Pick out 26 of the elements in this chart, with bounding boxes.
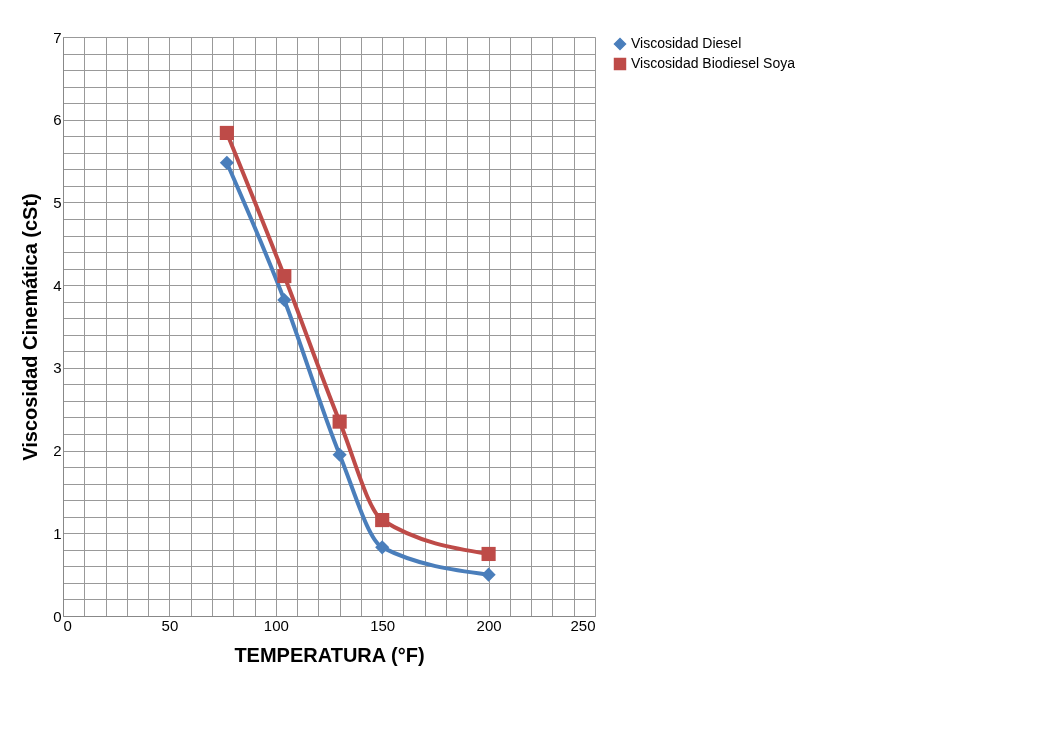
x-tick-label: 150 [370, 616, 396, 634]
y-tick-label: 1 [53, 524, 62, 542]
y-tick-label: 4 [53, 276, 62, 294]
y-tick-label: 6 [53, 111, 62, 129]
x-tick-label: 250 [570, 616, 596, 634]
legend-label: Viscosidad Diesel [631, 35, 742, 51]
point [332, 414, 347, 429]
y-tick-label: 3 [53, 359, 62, 377]
y-axis-title: Viscosidad Cinemática (cSt) [19, 193, 42, 461]
point [277, 292, 292, 308]
x-tick-label: 200 [476, 616, 502, 634]
point [332, 447, 347, 462]
x-tick-label: 100 [263, 616, 289, 634]
point [219, 155, 234, 170]
y-tick-label: 5 [53, 193, 62, 211]
y-tick-label: 2 [53, 442, 62, 460]
point [219, 125, 234, 141]
y-tick-label: 7 [53, 28, 62, 46]
point [277, 268, 292, 284]
x-tick-label: 50 [161, 616, 179, 634]
point [481, 546, 496, 562]
point [375, 512, 390, 528]
point [375, 540, 390, 555]
x-axis-title: TEMPERATURA (°F) [234, 643, 425, 666]
legend-label: Viscosidad Biodiesel Soya [631, 55, 796, 71]
point [481, 567, 496, 582]
